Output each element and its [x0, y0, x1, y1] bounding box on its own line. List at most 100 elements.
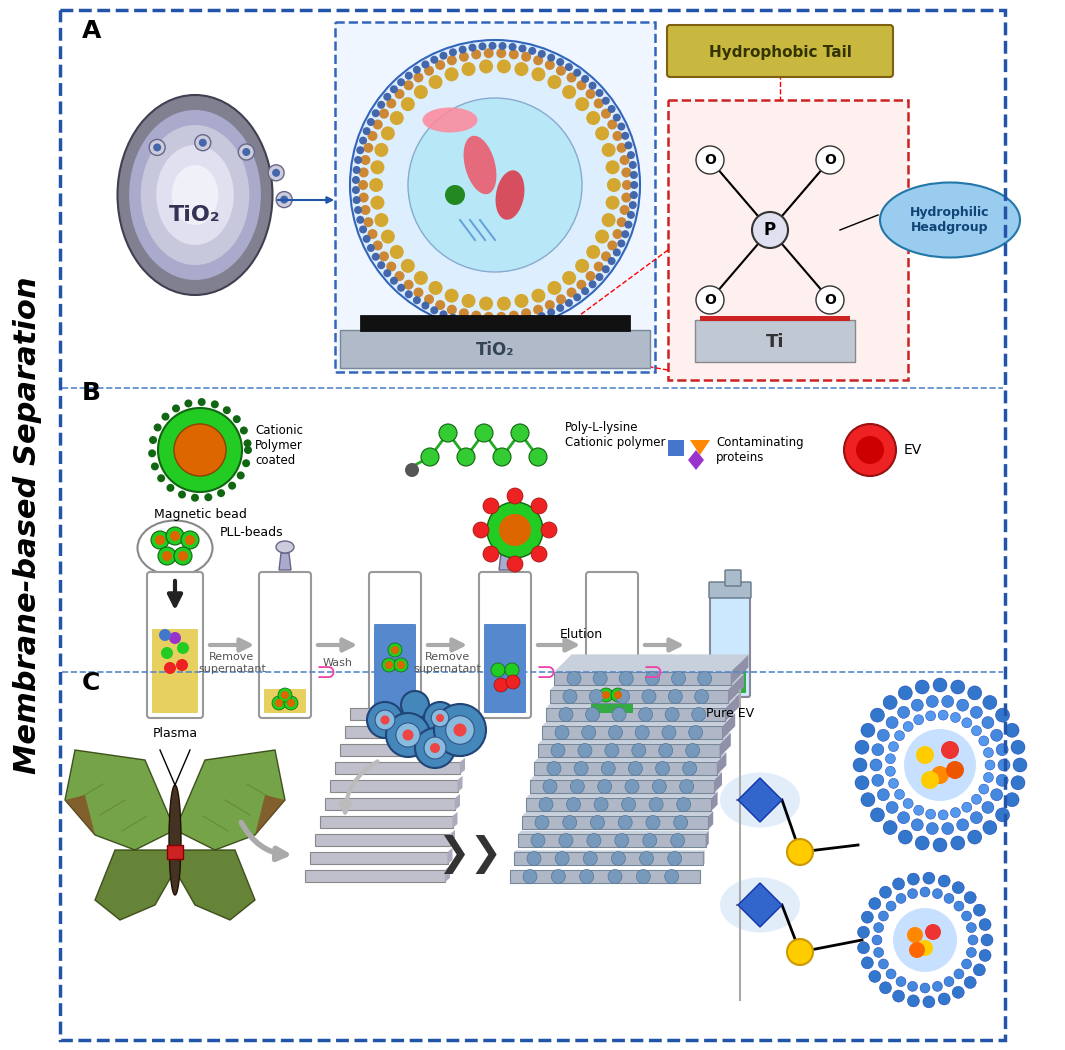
Circle shape	[440, 311, 447, 318]
Circle shape	[162, 551, 173, 561]
Circle shape	[983, 820, 997, 835]
Circle shape	[869, 970, 881, 983]
Circle shape	[390, 245, 404, 259]
Circle shape	[436, 714, 444, 722]
FancyBboxPatch shape	[667, 25, 892, 77]
Polygon shape	[445, 866, 450, 882]
Circle shape	[855, 740, 869, 754]
Circle shape	[351, 176, 360, 184]
Circle shape	[920, 887, 930, 897]
Circle shape	[843, 424, 896, 476]
FancyBboxPatch shape	[668, 100, 908, 380]
Circle shape	[439, 424, 457, 442]
Circle shape	[199, 139, 207, 147]
Text: O: O	[824, 293, 836, 307]
Circle shape	[359, 167, 368, 177]
Circle shape	[620, 205, 629, 215]
Circle shape	[880, 886, 891, 898]
Circle shape	[590, 816, 605, 830]
Circle shape	[607, 240, 618, 251]
Circle shape	[602, 97, 610, 105]
Circle shape	[373, 240, 382, 251]
Circle shape	[444, 67, 459, 81]
FancyBboxPatch shape	[530, 780, 714, 793]
Circle shape	[414, 85, 428, 99]
Circle shape	[888, 778, 899, 789]
Circle shape	[938, 875, 950, 887]
Text: Membrane-based Separation: Membrane-based Separation	[14, 276, 43, 774]
Circle shape	[694, 690, 708, 704]
Circle shape	[559, 708, 573, 721]
Circle shape	[556, 304, 564, 312]
Circle shape	[653, 779, 667, 794]
Circle shape	[861, 723, 875, 737]
Circle shape	[895, 790, 904, 799]
Circle shape	[618, 816, 633, 830]
Circle shape	[396, 722, 420, 748]
Circle shape	[941, 822, 954, 835]
Circle shape	[379, 108, 389, 119]
Circle shape	[878, 730, 889, 741]
Circle shape	[489, 42, 496, 49]
Polygon shape	[499, 553, 511, 570]
Circle shape	[388, 643, 402, 657]
Circle shape	[624, 220, 633, 229]
Circle shape	[895, 731, 904, 740]
Circle shape	[431, 709, 448, 727]
Text: Poly-L-lysine
Cationic polymer: Poly-L-lysine Cationic polymer	[566, 421, 666, 449]
Circle shape	[275, 699, 283, 707]
Circle shape	[498, 42, 507, 50]
Circle shape	[870, 807, 884, 822]
Circle shape	[892, 878, 904, 890]
Circle shape	[627, 211, 635, 218]
FancyBboxPatch shape	[514, 852, 703, 865]
Circle shape	[564, 63, 573, 71]
Circle shape	[896, 894, 906, 903]
Circle shape	[586, 111, 601, 125]
Circle shape	[444, 289, 459, 302]
Circle shape	[608, 726, 622, 739]
Circle shape	[602, 761, 616, 776]
Circle shape	[602, 213, 616, 227]
FancyBboxPatch shape	[510, 870, 700, 883]
Circle shape	[479, 296, 493, 311]
Text: ⊃: ⊃	[536, 662, 557, 685]
Circle shape	[873, 923, 884, 932]
Circle shape	[857, 942, 869, 953]
Circle shape	[589, 280, 596, 289]
Circle shape	[497, 60, 511, 74]
FancyBboxPatch shape	[315, 834, 450, 846]
Circle shape	[595, 230, 609, 244]
Polygon shape	[690, 440, 710, 455]
Circle shape	[954, 969, 964, 979]
Circle shape	[576, 80, 587, 90]
Circle shape	[509, 319, 517, 328]
Circle shape	[642, 690, 656, 704]
Circle shape	[204, 494, 212, 501]
Polygon shape	[708, 812, 714, 830]
Polygon shape	[462, 740, 468, 756]
Circle shape	[589, 690, 604, 704]
Circle shape	[281, 691, 289, 699]
Circle shape	[612, 131, 623, 141]
Circle shape	[574, 761, 588, 776]
Circle shape	[635, 726, 650, 739]
Circle shape	[602, 266, 610, 273]
Circle shape	[950, 713, 961, 722]
Circle shape	[697, 286, 724, 314]
Text: Cationic
Polymer
coated: Cationic Polymer coated	[255, 423, 304, 466]
Ellipse shape	[169, 785, 181, 895]
Circle shape	[473, 522, 489, 538]
Circle shape	[397, 79, 405, 86]
Circle shape	[584, 852, 597, 865]
Circle shape	[545, 60, 555, 70]
Circle shape	[621, 167, 632, 177]
Circle shape	[405, 463, 419, 477]
Circle shape	[567, 72, 576, 83]
Circle shape	[377, 101, 386, 109]
FancyBboxPatch shape	[591, 674, 633, 713]
FancyBboxPatch shape	[554, 672, 731, 685]
Circle shape	[628, 201, 637, 209]
Circle shape	[606, 161, 620, 174]
Circle shape	[615, 691, 622, 699]
